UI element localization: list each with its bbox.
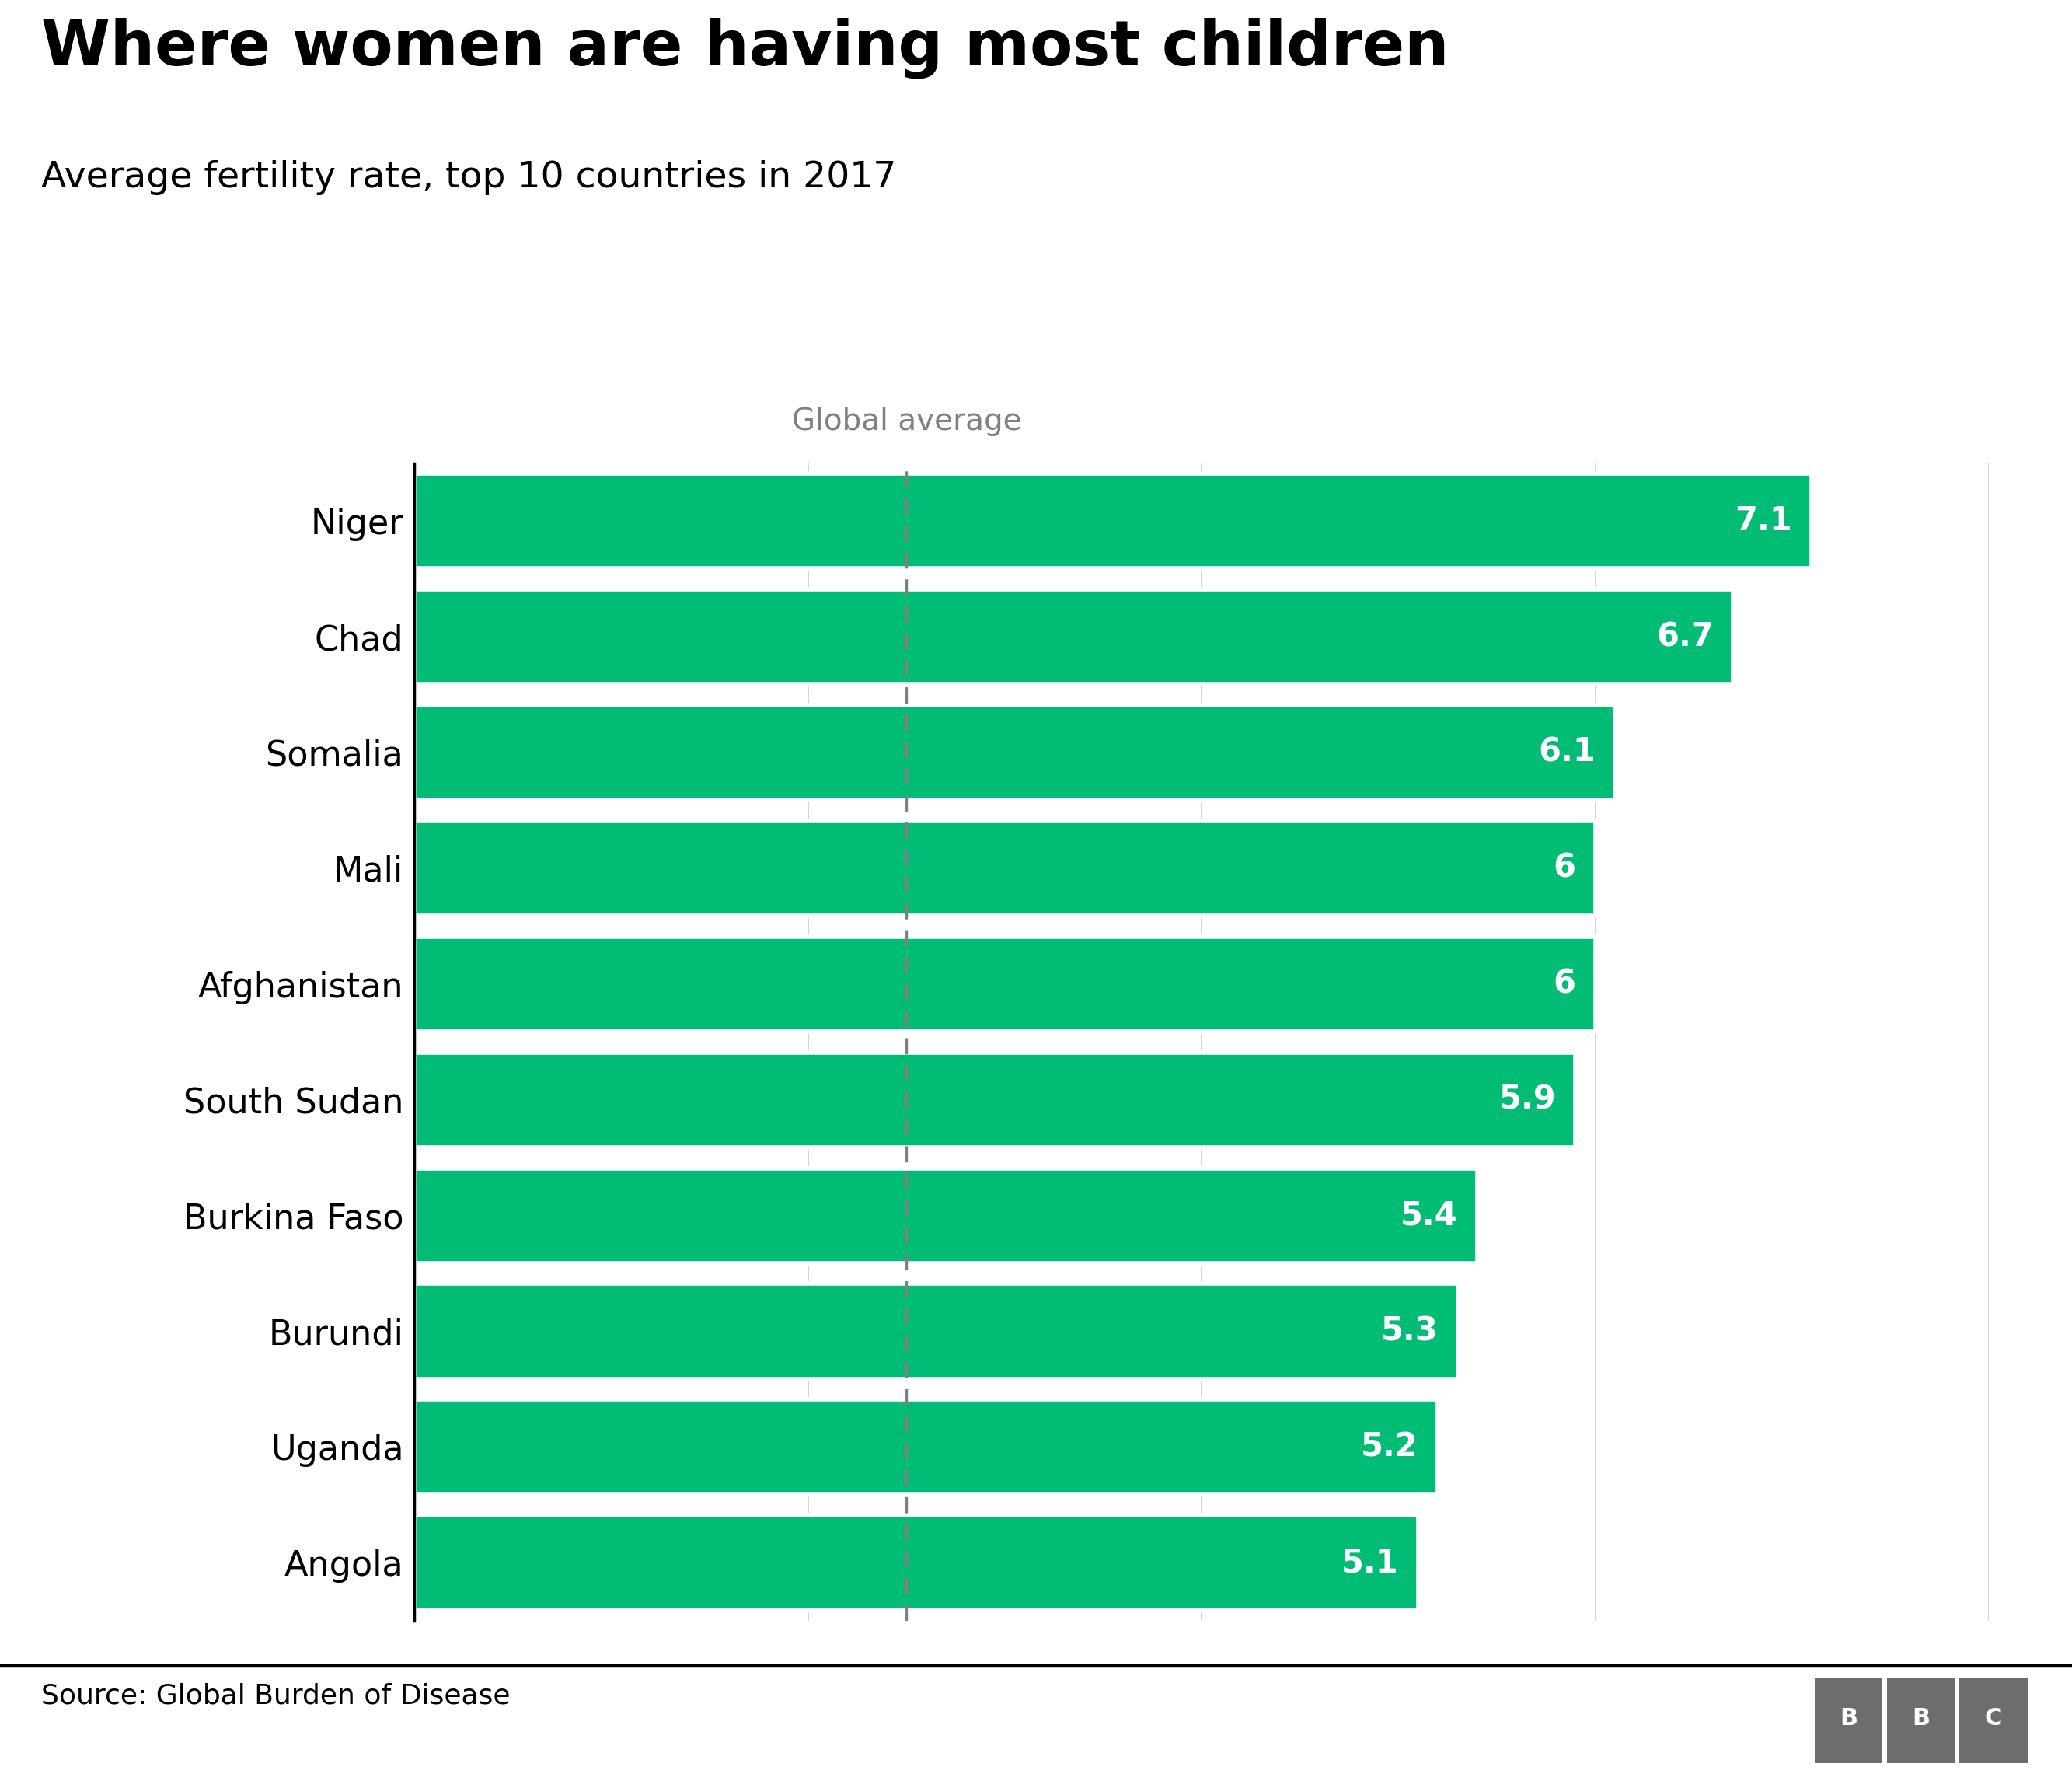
Text: 6.7: 6.7 — [1656, 620, 1714, 654]
Bar — [414, 821, 1595, 915]
Text: 5.9: 5.9 — [1498, 1083, 1556, 1117]
Text: 7.1: 7.1 — [1734, 504, 1792, 538]
Bar — [414, 1284, 1459, 1378]
Bar — [414, 1053, 1577, 1147]
FancyBboxPatch shape — [1815, 1678, 1883, 1763]
Text: B: B — [1912, 1708, 1929, 1729]
Text: 5.2: 5.2 — [1361, 1430, 1419, 1464]
Text: 6.1: 6.1 — [1537, 736, 1595, 769]
Text: B: B — [1840, 1708, 1857, 1729]
Text: 5.4: 5.4 — [1401, 1199, 1459, 1232]
Text: Global average: Global average — [792, 406, 1021, 436]
Bar — [414, 474, 1811, 568]
FancyBboxPatch shape — [1888, 1678, 1956, 1763]
Bar — [414, 705, 1616, 800]
Text: Source: Global Burden of Disease: Source: Global Burden of Disease — [41, 1683, 510, 1710]
Text: C: C — [1985, 1708, 2002, 1729]
Text: 6: 6 — [1554, 851, 1577, 885]
Text: 5.3: 5.3 — [1380, 1314, 1438, 1348]
Text: Where women are having most children: Where women are having most children — [41, 18, 1448, 78]
FancyBboxPatch shape — [1960, 1678, 2028, 1763]
Bar — [414, 1168, 1477, 1263]
Bar — [414, 1516, 1417, 1610]
Text: 5.1: 5.1 — [1341, 1546, 1399, 1580]
Text: 6: 6 — [1554, 967, 1577, 1001]
Text: Average fertility rate, top 10 countries in 2017: Average fertility rate, top 10 countries… — [41, 160, 897, 196]
Bar — [414, 590, 1734, 684]
Bar — [414, 1400, 1438, 1494]
Bar — [414, 937, 1595, 1031]
